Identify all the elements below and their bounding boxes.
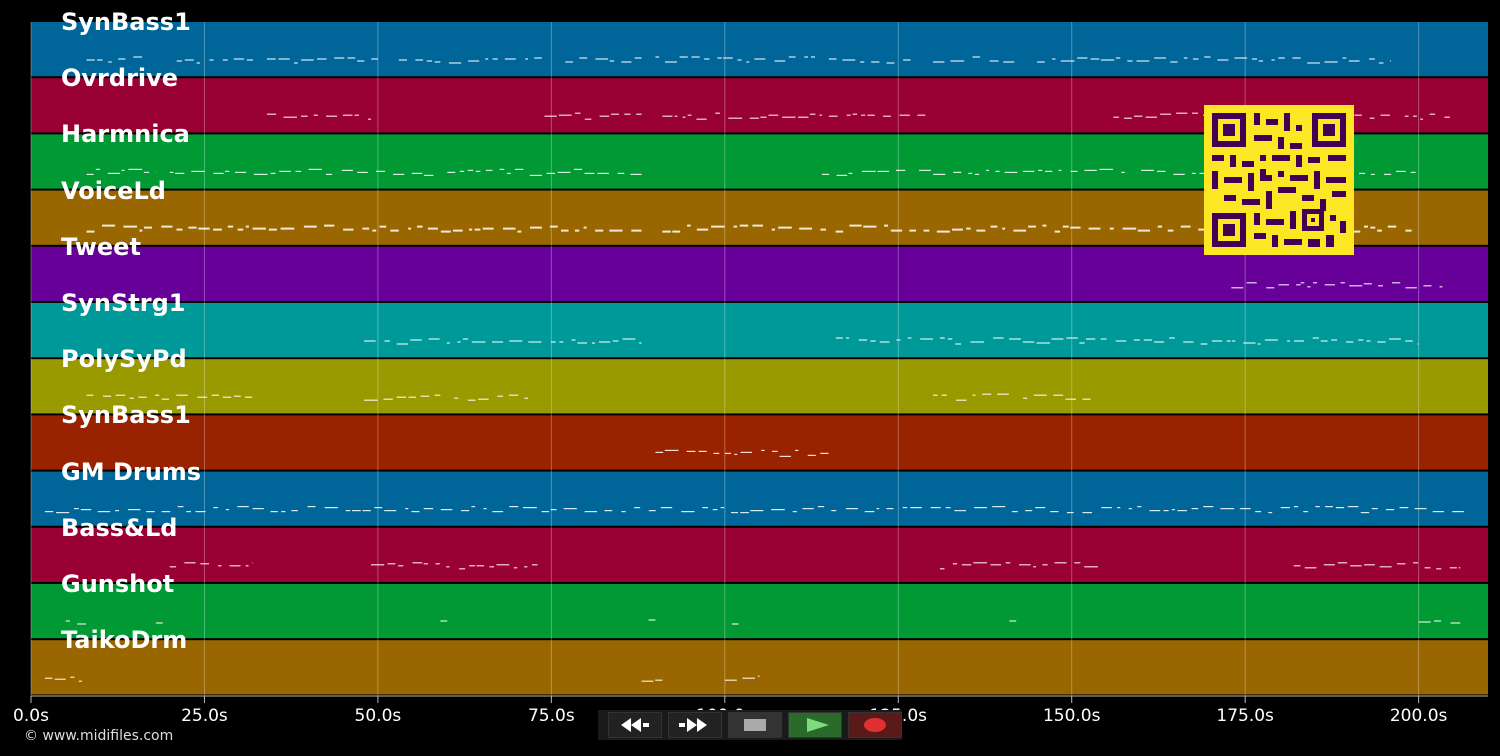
record-button[interactable] [848, 712, 902, 738]
track-label: SynStrg1 [61, 289, 186, 317]
track-lane [31, 415, 1488, 470]
tick-label: 150.0s [1042, 706, 1101, 726]
track-label: VoiceLd [61, 176, 166, 205]
track-label: Harmnica [61, 120, 190, 149]
track-label: Bass&Ld [61, 513, 178, 542]
track-label: Ovrdrive [61, 64, 179, 93]
note-layer [44, 56, 1464, 682]
fast-forward-icon [679, 718, 707, 732]
tick-label: 75.0s [527, 706, 575, 726]
tick-label: 25.0s [181, 706, 228, 726]
tick-marks [30, 696, 1420, 703]
track-lane [31, 640, 1488, 695]
copyright-text: © www.midifiles.com [24, 728, 174, 744]
track-label: Tweet [61, 232, 141, 261]
track-label: Gunshot [61, 570, 175, 598]
transport-bar [598, 710, 902, 740]
track-lane [31, 584, 1488, 639]
tick-label: 50.0s [354, 706, 402, 726]
rewind-icon [621, 718, 649, 732]
rewind-button[interactable] [608, 712, 662, 738]
time-grid [30, 22, 1420, 696]
stop-icon [744, 719, 766, 731]
track-label: TaikoDrm [61, 626, 188, 655]
qr-code-icon [1204, 105, 1354, 255]
tick-label: 200.0s [1389, 706, 1448, 726]
record-icon [864, 718, 886, 732]
track-lane [31, 471, 1488, 526]
track-label: SynBass1 [61, 8, 191, 36]
play-icon [807, 718, 829, 732]
track-lane [31, 22, 1488, 77]
track-lane [31, 246, 1488, 301]
track-label: PolySyPd [61, 345, 187, 374]
track-lane [31, 303, 1488, 358]
track-lane [31, 527, 1488, 582]
tick-label: 0.0s [13, 706, 49, 726]
track-label: GM Drums [61, 457, 202, 486]
track-label: SynBass1 [61, 401, 191, 430]
tick-label: 175.0s [1216, 706, 1274, 726]
play-button[interactable] [788, 712, 842, 738]
track-lane [31, 359, 1488, 414]
stop-button[interactable] [728, 712, 782, 738]
fast-forward-button[interactable] [668, 712, 722, 738]
